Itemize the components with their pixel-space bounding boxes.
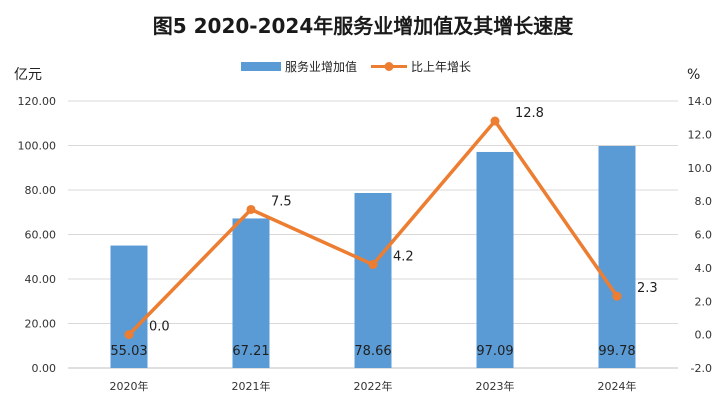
- bar-value-label: 55.03: [110, 344, 147, 359]
- right-tick-label: 10.0: [688, 162, 713, 175]
- line-series: 0.0 7.5 4.2 12.8 2.3: [124, 106, 658, 340]
- left-tick-label: 120.00: [18, 95, 57, 108]
- growth-point: [612, 291, 622, 301]
- legend-label-line: 比上年增长: [411, 60, 471, 74]
- growth-value-label: 2.3: [637, 281, 658, 296]
- legend-label-bar: 服务业增加值: [285, 59, 357, 74]
- x-tick-label: 2024年: [598, 379, 637, 393]
- left-tick-label: 20.00: [25, 318, 57, 331]
- right-axis-unit: %: [687, 67, 700, 83]
- right-axis: -2.0 0.0 2.0 4.0 6.0 8.0 10.0 12.0 14.0: [688, 95, 713, 375]
- chart-title: 图5 2020-2024年服务业增加值及其增长速度: [153, 14, 575, 38]
- legend-swatch-bar: [241, 62, 281, 71]
- growth-value-label: 12.8: [515, 106, 544, 121]
- x-tick-label: 2022年: [354, 379, 393, 393]
- growth-point: [490, 116, 500, 126]
- bar-value-label: 78.66: [354, 344, 391, 359]
- growth-value-label: 7.5: [271, 194, 292, 209]
- growth-point: [124, 330, 134, 340]
- bar-value-label: 99.78: [598, 344, 635, 359]
- bar: [598, 145, 636, 368]
- x-axis: 2020年 2021年 2022年 2023年 2024年: [110, 379, 637, 393]
- right-tick-label: 14.0: [688, 95, 713, 108]
- bar: [476, 151, 514, 368]
- growth-point: [246, 204, 256, 214]
- growth-point: [368, 260, 378, 270]
- bar: [110, 245, 148, 368]
- left-tick-label: 60.00: [25, 229, 57, 242]
- bar-value-label: 67.21: [232, 344, 269, 359]
- x-tick-label: 2023年: [476, 379, 515, 393]
- left-axis-unit: 亿元: [14, 67, 42, 83]
- left-tick-label: 80.00: [25, 184, 57, 197]
- legend-swatch-marker: [384, 62, 394, 71]
- right-tick-label: 6.0: [695, 229, 713, 242]
- growth-value-label: 4.2: [393, 250, 414, 265]
- bar-series: 55.03 67.21 78.66 97.09 99.78: [110, 145, 636, 368]
- left-axis: 0.00 20.00 40.00 60.00 80.00 100.00 120.00: [18, 95, 57, 375]
- left-tick-label: 0.00: [32, 362, 57, 375]
- legend: 服务业增加值 比上年增长: [241, 59, 471, 74]
- right-tick-label: 8.0: [695, 195, 713, 208]
- right-tick-label: -2.0: [691, 362, 712, 375]
- growth-value-label: 0.0: [149, 320, 170, 335]
- x-tick-label: 2020年: [110, 379, 149, 393]
- bar: [232, 218, 270, 368]
- right-tick-label: 4.0: [695, 262, 713, 275]
- right-tick-label: 0.0: [695, 329, 713, 342]
- x-tick-label: 2021年: [232, 379, 271, 393]
- bar: [354, 192, 392, 368]
- right-tick-label: 2.0: [695, 295, 713, 308]
- bar-value-label: 97.09: [476, 344, 513, 359]
- right-tick-label: 12.0: [688, 128, 713, 141]
- left-tick-label: 40.00: [25, 273, 57, 286]
- left-tick-label: 100.00: [18, 140, 57, 153]
